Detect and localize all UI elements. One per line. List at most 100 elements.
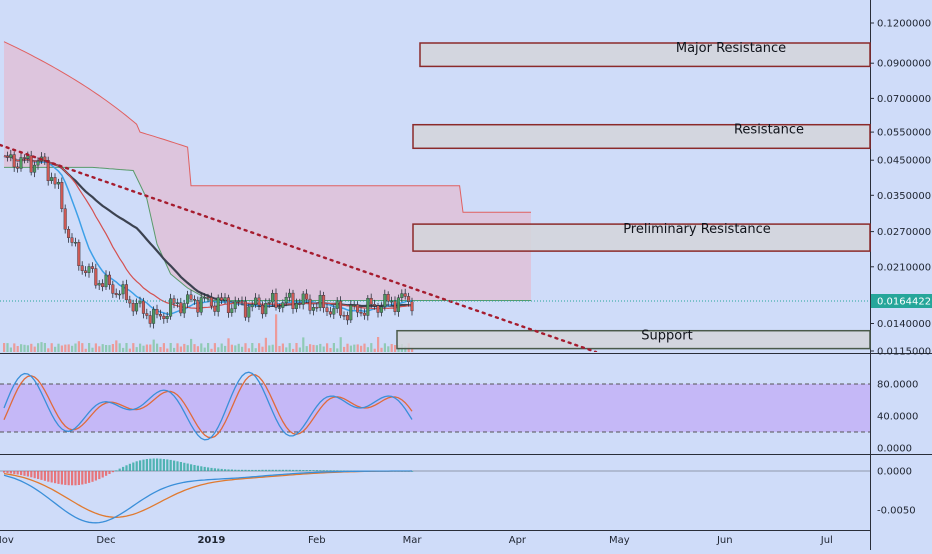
volume-bar (166, 348, 169, 352)
volume-bar (343, 346, 346, 352)
volume-bar (57, 343, 60, 352)
macd-histogram-bar (81, 471, 84, 485)
time-tick-label: Apr (509, 535, 527, 546)
time-tick-label: May (609, 535, 630, 546)
macd-histogram-bar (26, 471, 29, 477)
volume-bar (91, 347, 94, 352)
candle (209, 297, 213, 307)
macd-histogram-bar (47, 471, 50, 482)
candle (403, 293, 407, 297)
candle (345, 315, 349, 321)
macd-histogram-bar (264, 469, 267, 471)
volume-bar (60, 345, 63, 352)
candle (19, 157, 23, 169)
candle (393, 300, 397, 312)
volume-bar (224, 345, 227, 352)
volume-bar (281, 343, 284, 352)
macd-histogram-bar (268, 469, 271, 471)
candle (9, 154, 13, 158)
zone-box (396, 329, 871, 350)
volume-bar (353, 344, 356, 352)
volume-bar (237, 343, 240, 352)
candle (50, 177, 54, 181)
volume-bar (346, 343, 349, 352)
macd-histogram-bar (16, 471, 19, 475)
time-tick-label: Jul (820, 535, 833, 546)
candle (294, 303, 298, 309)
candle (199, 297, 203, 313)
macd-histogram-bar (227, 469, 230, 471)
volume-bar (183, 343, 186, 352)
volume-bar (88, 343, 91, 352)
volume-bar (105, 345, 108, 352)
volume-bar (84, 348, 87, 352)
macd-histogram-bar (254, 469, 257, 471)
candle (223, 297, 227, 301)
volume-bar (190, 338, 193, 352)
macd-histogram-bar (159, 458, 162, 471)
zone-label: Preliminary Resistance (623, 222, 771, 237)
volume-bar (244, 343, 247, 352)
macd-histogram-bar (94, 471, 97, 481)
macd-histogram-bar (220, 468, 223, 471)
volume-bar (6, 343, 9, 352)
macd-histogram-bar (84, 471, 87, 484)
volume-bar (356, 344, 359, 352)
candle (101, 283, 105, 287)
macd-histogram-bar (122, 466, 125, 471)
cloud-upper-span (3, 41, 531, 213)
macd-tick-label: 0.0000 (877, 467, 912, 478)
macd-histogram-bar (135, 461, 138, 471)
volume-bar (298, 347, 301, 352)
candle (162, 315, 166, 319)
candle (36, 160, 40, 166)
macd-histogram-bar (6, 471, 9, 474)
candle (288, 292, 292, 298)
candle (87, 266, 91, 273)
macd-histogram-bar (213, 468, 216, 471)
macd-histogram-bar (319, 470, 322, 471)
volume-bar (98, 346, 101, 352)
macd-histogram-bar (40, 471, 43, 480)
volume-bar (254, 348, 257, 352)
candle (124, 284, 128, 301)
volume-bar (196, 346, 199, 352)
stochastic-tick-label: 0.0000 (877, 444, 912, 455)
volume-bar (213, 343, 216, 352)
volume-bar (142, 345, 145, 352)
volume-bar (261, 346, 264, 352)
time-tick-label: 2019 (197, 535, 225, 546)
macd-histogram-bar (186, 463, 189, 471)
volume-bar (349, 345, 352, 352)
candle (396, 297, 400, 312)
candle (63, 208, 67, 230)
volume-bar (74, 343, 77, 352)
macd-histogram-bar (128, 463, 131, 471)
volume-bar (77, 341, 80, 352)
resistance-trendline (0, 143, 598, 352)
macd-line (3, 470, 412, 524)
candle (250, 304, 254, 308)
candle (77, 241, 81, 266)
volume-bar (152, 339, 155, 352)
macd-histogram-bar (108, 471, 111, 474)
candle (29, 155, 33, 173)
last-price-label: 0.0164422 (877, 297, 931, 308)
macd-histogram-bar (3, 471, 6, 473)
macd-histogram-bar (411, 471, 414, 472)
volume-bar (234, 345, 237, 352)
candle (332, 308, 336, 315)
volume-bar (220, 343, 223, 352)
macd-histogram-bar (60, 471, 63, 485)
zone-box (412, 223, 871, 252)
volume-bar (373, 348, 376, 352)
candle (281, 302, 285, 308)
macd-histogram-bar (139, 460, 142, 471)
ichimoku-cloud (4, 41, 531, 301)
volume-bar (302, 337, 305, 352)
candle (339, 300, 343, 316)
zone-box (419, 42, 871, 68)
volume-bar (275, 314, 278, 352)
